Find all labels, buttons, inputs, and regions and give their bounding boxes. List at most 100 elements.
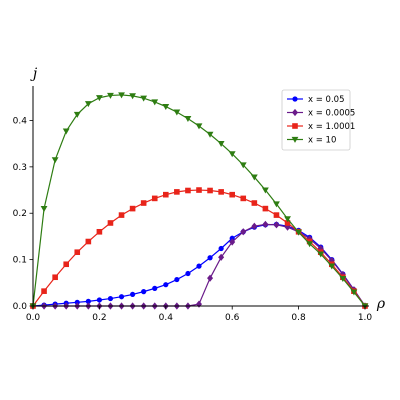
legend-label: x = 1.0001 (308, 122, 355, 132)
data-point (107, 295, 114, 302)
x-tick-label: 0.0 (26, 313, 41, 323)
legend-frame (281, 89, 351, 151)
data-point (118, 92, 125, 99)
data-point (196, 187, 202, 193)
data-point (107, 92, 114, 99)
data-point (51, 157, 59, 164)
data-point (350, 289, 358, 296)
data-point (63, 261, 69, 268)
data-point (151, 195, 158, 202)
data-point (229, 191, 235, 198)
y-tick-label: 0.1 (13, 256, 27, 266)
data-point (129, 205, 136, 212)
data-point (41, 288, 47, 294)
data-point (85, 238, 92, 245)
data-point (339, 276, 347, 283)
legend-item: x = 10 (287, 136, 336, 146)
legend-marker (292, 123, 298, 129)
data-point (84, 101, 92, 108)
data-point (206, 131, 214, 138)
legend-item: x = 1.0001 (287, 122, 355, 132)
x-axis-ticks: 0.0 0.2 0.4 0.6 0.8 1.0 (26, 306, 373, 323)
y-tick-label: 0.3 (13, 163, 27, 173)
data-point (284, 216, 291, 223)
data-point (273, 212, 280, 218)
data-point (207, 255, 213, 261)
data-point (284, 220, 291, 226)
x-tick-label: 1.0 (358, 313, 373, 323)
data-point (173, 109, 181, 116)
data-point (174, 189, 180, 195)
data-point (62, 128, 70, 135)
data-point (218, 245, 224, 252)
data-point (262, 220, 269, 228)
legend-label: x = 0.0005 (308, 109, 355, 119)
data-point (295, 229, 302, 236)
data-point (140, 200, 147, 206)
data-point (207, 274, 214, 282)
data-point (185, 270, 191, 277)
data-point (40, 205, 48, 212)
data-point (152, 285, 158, 291)
y-tick-label: 0.0 (13, 302, 28, 312)
data-point (52, 274, 58, 281)
data-point (107, 220, 114, 226)
y-axis-label: j (30, 66, 38, 82)
legend-label: x = 0.05 (308, 95, 344, 105)
data-point (273, 201, 280, 208)
y-tick-label: 0.4 (13, 116, 28, 126)
data-point (240, 228, 247, 236)
data-point (118, 212, 125, 218)
x-tick-label: 0.6 (225, 313, 240, 323)
legend: x = 0.05 x = 0.0005 x = 1.0001 x = 10 (281, 89, 355, 151)
data-point (217, 141, 225, 148)
data-point (207, 187, 213, 194)
data-point (174, 276, 180, 283)
data-point (141, 289, 147, 295)
data-point (262, 205, 269, 212)
data-point (130, 291, 136, 298)
x-tick-label: 0.2 (92, 313, 106, 323)
x-tick-label: 0.4 (159, 313, 174, 323)
data-point (251, 200, 258, 206)
data-point (306, 241, 314, 248)
data-point (73, 111, 81, 118)
data-point (162, 103, 170, 110)
data-point (218, 253, 225, 261)
data-point (163, 191, 169, 198)
legend-marker (292, 108, 298, 117)
y-tick-label: 0.2 (13, 209, 27, 219)
data-point (151, 99, 159, 106)
data-point (239, 162, 247, 169)
data-point (96, 297, 102, 303)
data-point (228, 151, 236, 158)
data-point (218, 189, 224, 195)
data-point (85, 298, 91, 304)
legend-item: x = 0.0005 (287, 109, 355, 119)
data-point (96, 228, 103, 235)
data-point (74, 299, 80, 305)
data-point (262, 187, 269, 194)
data-point (229, 238, 236, 246)
series-layer (29, 92, 369, 310)
data-point (328, 263, 336, 270)
data-point (96, 95, 103, 102)
data-point (163, 282, 169, 288)
data-point (229, 235, 235, 241)
data-point (185, 187, 191, 194)
legend-items: x = 0.05 x = 0.0005 x = 1.0001 x = 10 (287, 95, 355, 146)
y-axis-ticks: 0.0 0.1 0.2 0.3 0.4 (13, 116, 33, 312)
legend-marker (291, 136, 299, 143)
data-point (273, 221, 280, 229)
x-axis-label: ρ (376, 296, 386, 312)
data-point (240, 195, 247, 202)
data-point (250, 174, 258, 181)
data-point (195, 123, 203, 130)
data-point (118, 294, 125, 300)
data-point (196, 300, 202, 308)
legend-item: x = 0.05 (287, 95, 344, 105)
plot-area: 0.0 0.2 0.4 0.6 0.8 1.0 0.0 0.1 0.2 0.3 0.4 ρ j (13, 66, 386, 323)
data-point (140, 95, 148, 102)
